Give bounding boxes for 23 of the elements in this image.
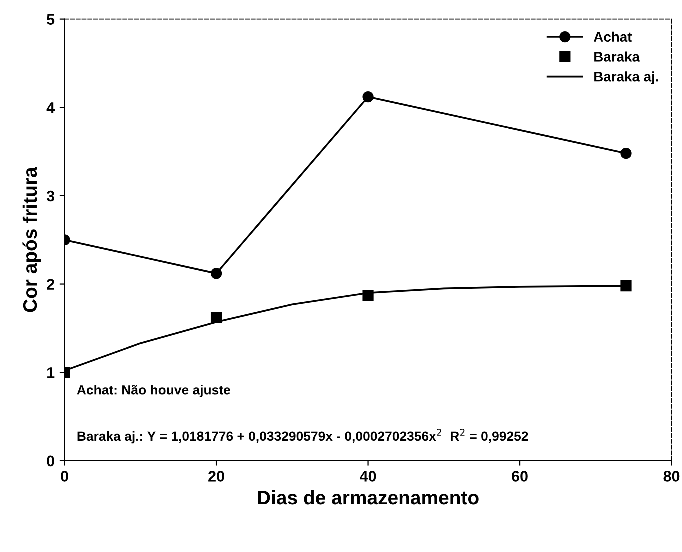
y-tick-label: 0: [47, 456, 54, 467]
x-tick-label: 20: [208, 471, 224, 482]
y-tick-label: 5: [47, 14, 55, 26]
x-tick-label: 80: [664, 471, 680, 482]
x-tick-label: 60: [512, 471, 528, 482]
point: [362, 91, 374, 103]
legend-label: Achat: [594, 32, 632, 42]
annotation: Baraka aj.: Y = 1,0181776 + 0,033290579x - 0,0002702356x$^{2}$ R$^{2}$ = 0,99252: [78, 429, 528, 444]
x-axis-title: Dias de armazenamento: [258, 490, 479, 505]
point: [210, 268, 222, 280]
point: [620, 148, 632, 160]
y-tick-label: 3: [46, 190, 55, 202]
point: [362, 290, 374, 302]
x-tick-label: 0: [61, 471, 68, 482]
x-tick-label: 40: [360, 471, 376, 482]
y-tick-label: 4: [46, 102, 55, 114]
y-tick-label: 1: [48, 368, 55, 378]
point: [620, 280, 632, 292]
y-tick-label: 2: [47, 279, 54, 290]
y-axis-title: Cor após fritura: [22, 167, 42, 312]
legend-label: Baraka: [594, 52, 640, 62]
annotation: Achat: Não houve ajuste: [77, 385, 230, 398]
legend-label: Baraka aj.: [594, 72, 658, 85]
